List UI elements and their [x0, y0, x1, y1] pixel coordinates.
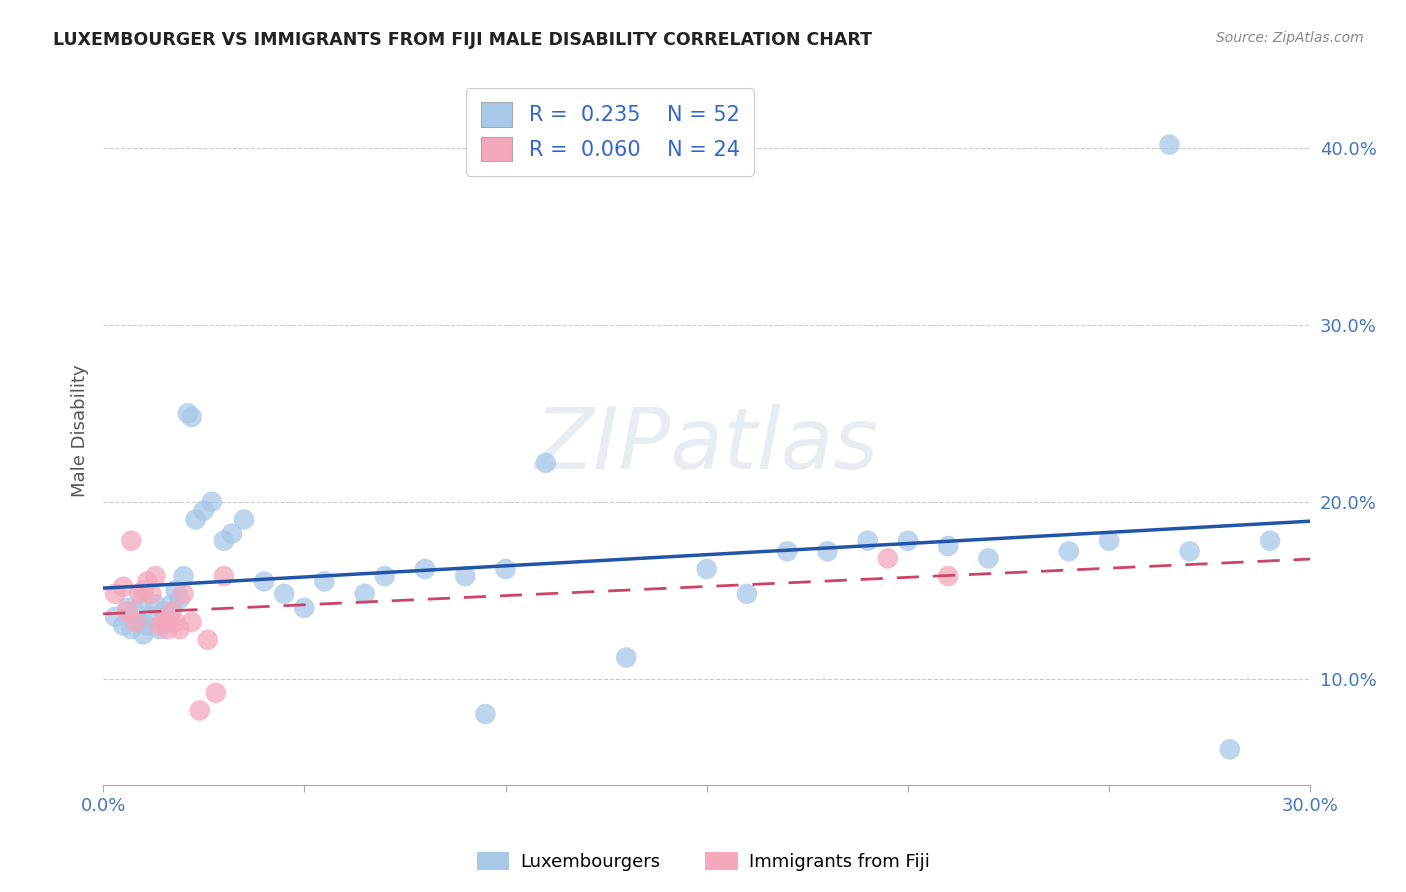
Point	[936, 569, 959, 583]
Point	[221, 526, 243, 541]
Point	[197, 632, 219, 647]
Point	[273, 587, 295, 601]
Point	[145, 569, 167, 583]
Point	[120, 622, 142, 636]
Point	[145, 598, 167, 612]
Text: LUXEMBOURGER VS IMMIGRANTS FROM FIJI MALE DISABILITY CORRELATION CHART: LUXEMBOURGER VS IMMIGRANTS FROM FIJI MAL…	[53, 31, 873, 49]
Point	[136, 618, 159, 632]
Point	[169, 592, 191, 607]
Point	[169, 622, 191, 636]
Point	[696, 562, 718, 576]
Point	[180, 409, 202, 424]
Point	[132, 627, 155, 641]
Point	[112, 580, 135, 594]
Point	[1219, 742, 1241, 756]
Point	[117, 601, 139, 615]
Point	[124, 604, 146, 618]
Point	[454, 569, 477, 583]
Point	[141, 587, 163, 601]
Point	[173, 587, 195, 601]
Point	[474, 706, 496, 721]
Point	[184, 512, 207, 526]
Point	[534, 456, 557, 470]
Point	[148, 618, 170, 632]
Point	[193, 504, 215, 518]
Point	[292, 601, 315, 615]
Point	[152, 615, 174, 629]
Point	[128, 587, 150, 601]
Point	[152, 604, 174, 618]
Point	[1178, 544, 1201, 558]
Point	[180, 615, 202, 629]
Point	[614, 650, 637, 665]
Point	[136, 574, 159, 589]
Point	[165, 615, 187, 629]
Point	[212, 569, 235, 583]
Point	[128, 615, 150, 629]
Point	[165, 583, 187, 598]
Point	[1098, 533, 1121, 548]
Point	[977, 551, 1000, 566]
Point	[735, 587, 758, 601]
Point	[104, 587, 127, 601]
Point	[160, 598, 183, 612]
Point	[132, 592, 155, 607]
Point	[212, 533, 235, 548]
Legend: Luxembourgers, Immigrants from Fiji: Luxembourgers, Immigrants from Fiji	[470, 845, 936, 879]
Point	[124, 615, 146, 629]
Point	[156, 622, 179, 636]
Point	[112, 618, 135, 632]
Point	[936, 539, 959, 553]
Point	[353, 587, 375, 601]
Point	[1057, 544, 1080, 558]
Point	[876, 551, 898, 566]
Point	[104, 609, 127, 624]
Point	[188, 704, 211, 718]
Point	[201, 495, 224, 509]
Point	[495, 562, 517, 576]
Y-axis label: Male Disability: Male Disability	[72, 365, 89, 498]
Point	[1159, 137, 1181, 152]
Point	[776, 544, 799, 558]
Point	[413, 562, 436, 576]
Point	[314, 574, 336, 589]
Point	[817, 544, 839, 558]
Point	[204, 686, 226, 700]
Point	[233, 512, 256, 526]
Point	[374, 569, 396, 583]
Point	[117, 604, 139, 618]
Text: Source: ZipAtlas.com: Source: ZipAtlas.com	[1216, 31, 1364, 45]
Legend: R =  0.235    N = 52, R =  0.060    N = 24: R = 0.235 N = 52, R = 0.060 N = 24	[467, 87, 754, 176]
Point	[160, 604, 183, 618]
Point	[141, 609, 163, 624]
Point	[148, 622, 170, 636]
Point	[253, 574, 276, 589]
Point	[856, 533, 879, 548]
Text: ZIPatlas: ZIPatlas	[534, 404, 879, 487]
Point	[173, 569, 195, 583]
Point	[156, 615, 179, 629]
Point	[120, 533, 142, 548]
Point	[897, 533, 920, 548]
Point	[132, 583, 155, 598]
Point	[1258, 533, 1281, 548]
Point	[176, 406, 198, 420]
